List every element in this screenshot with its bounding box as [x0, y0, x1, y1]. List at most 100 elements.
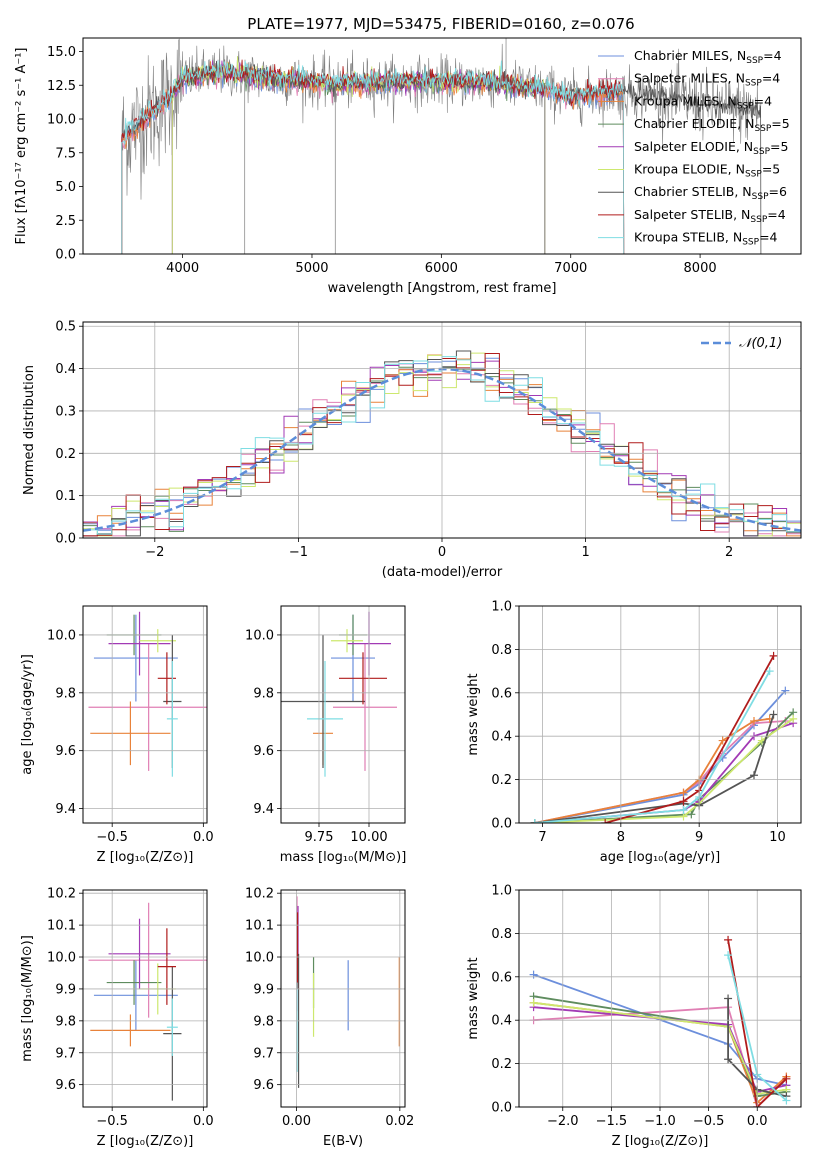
mass_weight_vs_age-xtick-label: 9 — [695, 830, 703, 845]
age_vs_mass-ytick-label: 10.0 — [245, 628, 274, 643]
spectrum-xtick-label: 7000 — [554, 261, 587, 276]
mass_weight_vs_age-marker-kroupa-stelib — [765, 667, 774, 676]
legend-subscript: SSP — [737, 101, 754, 111]
spectrum-xtick-label: 8000 — [684, 261, 717, 276]
mass_vs_Z-point-kroupa-miles — [90, 1014, 171, 1047]
legend-label-kroupa-elodie: Kroupa ELODIE, NSSP=5 — [634, 162, 780, 180]
mass_vs_Z-ytick-label: 10.2 — [47, 887, 76, 902]
mass_vs_ebv-ytick-label: 10.2 — [245, 887, 274, 902]
age_vs_mass-grid — [281, 606, 405, 823]
residual-frame — [82, 321, 802, 539]
age_vs_mass-ytick-label: 9.4 — [253, 802, 274, 817]
spectrum-xtick-label: 5000 — [295, 261, 328, 276]
spectrum-ytick-label: 5.0 — [55, 180, 76, 195]
mass_weight_vs_age-ytick-label: 0.6 — [491, 686, 512, 701]
mass_weight_vs_age-ylabel: mass weight — [466, 673, 481, 755]
residual-grid — [83, 322, 801, 539]
age_vs_Z-point-salpeter-stelib — [157, 652, 176, 705]
mass_weight_vs_age-xtick-label: 8 — [617, 830, 625, 845]
age_vs_Z-ytick-label: 9.6 — [55, 744, 76, 759]
mass_weight_vs_age-marker-kroupa-stelib — [530, 819, 539, 823]
mass_weight_vs_Z-xlabel: Z [log₁₀(Z/Z⊙)] — [612, 1134, 709, 1149]
age_vs_Z-xtick-label: 0.0 — [193, 830, 214, 845]
residual-xtick-label: 0 — [438, 545, 446, 560]
residual-ytick-label: 0.1 — [55, 489, 76, 504]
age_vs_Z-ytick-label: 10.0 — [47, 628, 76, 643]
spectrum-frame — [82, 37, 802, 255]
mass_weight_vs_Z-xtick-label: −2.0 — [547, 1114, 579, 1129]
age_vs_mass-point-salpeter-stelib — [339, 652, 387, 705]
age_vs_mass-ytick-label: 9.6 — [253, 744, 274, 759]
spectrum-ytick-label: 12.5 — [47, 79, 76, 94]
mass_weight_vs_age-marker-chabrier-miles — [781, 686, 790, 695]
mass_vs_Z-ylabel: mass [log₁₀(M/M⊙)] — [20, 935, 35, 1062]
mass_weight_vs_age-marker-kroupa-miles — [718, 736, 727, 745]
age_vs_mass-xtick-label: 10.00 — [350, 830, 387, 845]
mass_vs_ebv-axes: 0.00 0.02 9.6 9.7 9.8 9.9 10.0 10.1 10.2 E(B-V) — [245, 887, 414, 1149]
mass_weight_vs_Z-marker-kroupa-stelib — [782, 1096, 791, 1105]
mass_vs_Z-ytick-label: 9.7 — [55, 1046, 76, 1061]
mass_vs_Z-ytick-label: 10.1 — [47, 919, 76, 934]
mass_weight_vs_Z-ytick-label: 0.4 — [491, 1014, 512, 1029]
mass_vs_Z-xtick-label: −0.5 — [96, 1114, 128, 1129]
mass_weight_vs_age-series-kroupa-stelib — [534, 670, 771, 823]
mass_weight_vs_Z-grid — [519, 889, 801, 1108]
mass_weight_vs_Z-axes: −2.0 −1.5 −1.0 −0.5 0.0 0.0 0.2 0.4 0.6 0.8 1.0 Z [… — [466, 884, 802, 1149]
mass_vs_ebv-ytick-label: 9.9 — [253, 982, 274, 997]
legend-suffix: =5 — [762, 162, 780, 177]
legend-suffix: =5 — [770, 139, 788, 154]
legend-label-chabrier-elodie: Chabrier ELODIE, NSSP=5 — [634, 116, 790, 134]
legend-suffix: =6 — [769, 184, 787, 199]
mass_weight_vs_age-marker-chabrier-stelib — [750, 771, 758, 780]
mass_weight_vs_age-marker-chabrier-stelib — [769, 710, 778, 719]
age_vs_Z-plot-area — [88, 611, 207, 777]
residual-legend-label: 𝒩(0,1) — [739, 336, 782, 351]
mass_weight_vs_age-marker-kroupa-miles — [679, 788, 688, 797]
legend-suffix: =4 — [759, 230, 777, 245]
spectrum-data-line — [121, 38, 762, 200]
residual-axes: −2 −1 0 1 2 0.0 0.1 0.2 0.3 0.4 0.5 (data-model)/er… — [22, 320, 802, 580]
mass_weight_vs_Z-marker-kroupa-elodie — [529, 998, 538, 1007]
legend-subscript: SSP — [752, 192, 769, 202]
mass_weight_vs_Z-xtick-label: 0.0 — [747, 1114, 768, 1129]
age_vs_Z-xtick-label: −0.5 — [96, 830, 128, 845]
age_vs_Z-point-salpeter-elodie — [108, 611, 171, 676]
mass_vs_Z-point-kroupa-stelib — [166, 998, 178, 1056]
mass_vs_ebv-ytick-label: 10.1 — [245, 919, 274, 934]
mass_vs_Z-point-salpeter-stelib — [157, 928, 176, 1005]
mass_weight_vs_Z-ytick-label: 0.0 — [491, 1101, 512, 1116]
mass_weight_vs_Z-frame — [518, 889, 802, 1108]
age_vs_Z-point-kroupa-elodie — [139, 629, 176, 653]
spectrum-xlabel: wavelength [Angstrom, rest frame] — [328, 281, 557, 296]
mass_vs_Z-grid — [83, 890, 207, 1107]
age_vs_mass-point-salpeter-miles — [333, 643, 397, 771]
legend-subscript: SSP — [745, 170, 762, 180]
figure-title: PLATE=1977, MJD=53475, FIBERID=0160, z=0… — [247, 15, 634, 33]
age_vs_Z-ytick-label: 9.4 — [55, 802, 76, 817]
age_vs_mass-ytick-label: 9.8 — [253, 686, 274, 701]
spectrum-xtick-label: 6000 — [425, 261, 458, 276]
mass_weight_vs_Z-marker-salpeter-stelib — [724, 935, 733, 944]
mass_weight_vs_age-series-salpeter-stelib — [604, 655, 775, 823]
mass_weight_vs_Z-ytick-label: 1.0 — [491, 884, 512, 899]
legend-label-kroupa-stelib: Kroupa STELIB, NSSP=4 — [634, 230, 778, 248]
age_vs_Z-point-salpeter-miles — [88, 643, 207, 771]
age_vs_Z-grid — [83, 606, 207, 823]
mass_weight_vs_Z-xtick-label: −1.5 — [596, 1114, 628, 1129]
mass_weight_vs_age-marker-chabrier-elodie — [687, 810, 696, 819]
mass_vs_ebv-xtick-label: 0.00 — [282, 1114, 311, 1129]
age_vs_Z-ytick-label: 9.8 — [55, 686, 76, 701]
mass_weight_vs_age-marker-kroupa-miles — [750, 717, 758, 726]
age_vs_mass-xtick-label: 9.75 — [305, 830, 334, 845]
mass_weight_vs_age-xtick-label: 10 — [769, 830, 786, 845]
mass_vs_ebv-xlabel: E(B-V) — [323, 1134, 363, 1149]
mass_vs_Z-xtick-label: 0.0 — [193, 1114, 214, 1129]
mass_vs_Z-ytick-label: 10.0 — [47, 951, 76, 966]
age_vs_Z-frame — [82, 605, 208, 824]
mass_vs_ebv-ytick-label: 10.0 — [245, 951, 274, 966]
mass_vs_Z-point-salpeter-elodie — [108, 918, 171, 989]
age_vs_mass-plot-area — [281, 611, 397, 777]
mass_weight_vs_Z-marker-chabrier-stelib — [724, 994, 733, 1003]
mass_weight_vs_age-xlabel: age [log₁₀(age/yr)] — [600, 850, 721, 865]
